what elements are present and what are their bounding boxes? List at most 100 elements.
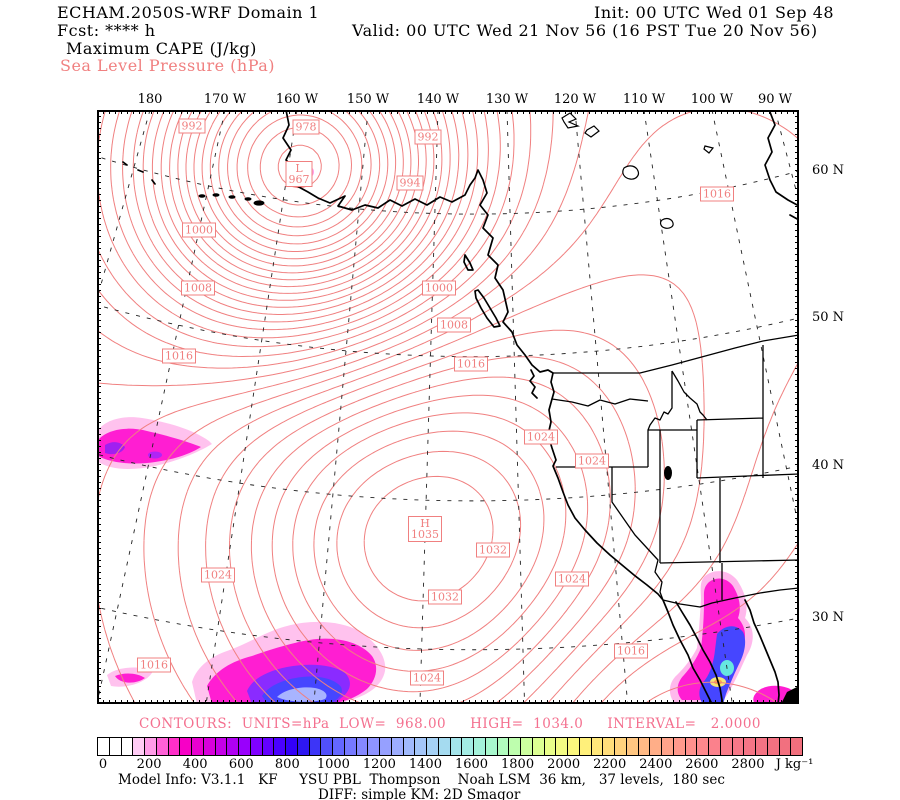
colorbar-cell [556,738,568,755]
colorbar-cell [215,738,228,755]
isobar-1026 [271,394,589,693]
colorbar-cell [415,738,427,755]
meridian-line [205,110,298,704]
colorbar-cell [568,738,580,755]
pressure-contour-label: 1024 [555,571,589,587]
colorbar-cell [579,738,592,755]
arctic-island-2 [584,125,600,138]
contour-labels-layer: 992 978 992 L 967 994 1000 1008 1000 1008 1016 1016… [97,110,799,704]
colorbar-cell [121,738,134,755]
colorbar-cell [438,738,451,755]
colorbar-cell [474,738,486,755]
colorbar-cell [250,738,263,755]
colorbar-tick-label: 1600 [454,757,489,772]
pressure-contour-label: 994 [396,175,424,191]
diff-info-line: DIFF: simple KM: 2D Smagor [318,787,521,800]
isobar-974 [236,110,363,228]
pressure-contour-label: 1016 [700,186,734,202]
pressure-contour-label: 1008 [181,280,215,296]
pressure-contour-label: L 967 [285,161,313,187]
colorbar-cell [192,738,204,755]
colorbar-cell [756,738,768,755]
colorbar-cell [462,738,474,755]
colorbar-tick-label: 2200 [593,757,627,772]
meridian-line [506,110,526,704]
colorbar-cell [98,738,110,755]
colorbar-cell [168,738,181,755]
colorbar-tick-label: 0 [98,757,108,772]
pressure-contour-label: H 1035 [408,516,442,542]
arizona-north-border [659,559,799,564]
lon-tick-label: 130 W [485,92,529,107]
pressure-contour-label: 1000 [182,222,216,238]
great-salt-lake [664,466,672,480]
colorbar-cell [297,738,310,755]
corner-land-mass [781,686,799,704]
colorbar-cell [274,738,286,755]
pressure-contour-label: 1024 [410,670,444,686]
map-canvas [97,110,799,704]
lon-tick-label: 90 W [757,92,793,107]
id-mt-border [671,370,708,421]
model-info-line: Model Info: V3.1.1 KF YSU PBL Thompson N… [118,772,725,788]
colorbar-cell [180,738,192,755]
colorbar-tick-label: 2400 [639,757,673,772]
wyoming-borders [696,415,799,479]
lon-tick-label: 160 W [275,92,319,107]
top-tick-marks [97,110,799,114]
colorbar-tick-label: 1800 [501,757,535,772]
colorbar-cell [368,738,380,755]
colorbar-cell [380,738,392,755]
pressure-contour-label: 992 [414,129,442,145]
colorbar-cell [321,738,333,755]
colorbar-cell [356,738,369,755]
pressure-contour-label: 978 [292,119,320,135]
colorbar-cell [227,738,239,755]
meridian-line [313,110,369,704]
colorbar-cell [521,738,533,755]
colorbar-cell [309,738,322,755]
colorbar-cell [156,738,169,755]
pressure-contour-label: 1024 [524,429,558,445]
lon-tick-label: 120 W [553,92,597,107]
isobar-layer [97,110,799,704]
colorbar-cell [603,738,615,755]
colorbar-cell [203,738,216,755]
lat-tick-label: 60 N [812,163,845,178]
idaho-west-border [647,371,673,467]
colorbar-cell [685,738,698,755]
lon-tick-label: 140 W [416,92,460,107]
colorbar-cell [133,738,145,755]
meridian-line [574,110,629,704]
colorbar-cell [485,738,498,755]
isobar-1030 [313,430,545,651]
colorbar-tick-label: 800 [274,757,300,772]
colorbar-cell [391,738,404,755]
pressure-contour-label: 992 [178,118,206,134]
colorbar-cell [650,738,662,755]
vancouver-island [474,289,501,328]
colorbar-cell [109,738,122,755]
isobar-1028 [292,412,567,672]
contour-field-label: Sea Level Pressure (hPa) [60,56,276,75]
shaded-field-label: Maximum CAPE (J/kg) [66,39,257,58]
isobar-1024 [250,376,611,704]
alaska-pacific-coastline [282,110,713,704]
pressure-contour-label: 1024 [201,567,235,583]
puget-sound [529,369,538,399]
colorbar-cell [779,738,792,755]
colorbar-cell [591,738,604,755]
parallel-line [97,155,799,215]
aleutian-islands [198,193,265,206]
pressure-contour-label: 1032 [476,542,510,558]
coastline-layer [122,110,799,704]
us-mexico-border [662,587,799,608]
colorbar-tick-label: 2800 [731,757,765,772]
colorbar-cell [697,738,709,755]
colorbar-cell [767,738,780,755]
forecast-hour: Fcst: **** h [57,21,156,40]
pressure-contour-label: 1024 [575,453,609,469]
ca-nv-border [611,467,664,601]
wa-or-border [551,398,649,407]
